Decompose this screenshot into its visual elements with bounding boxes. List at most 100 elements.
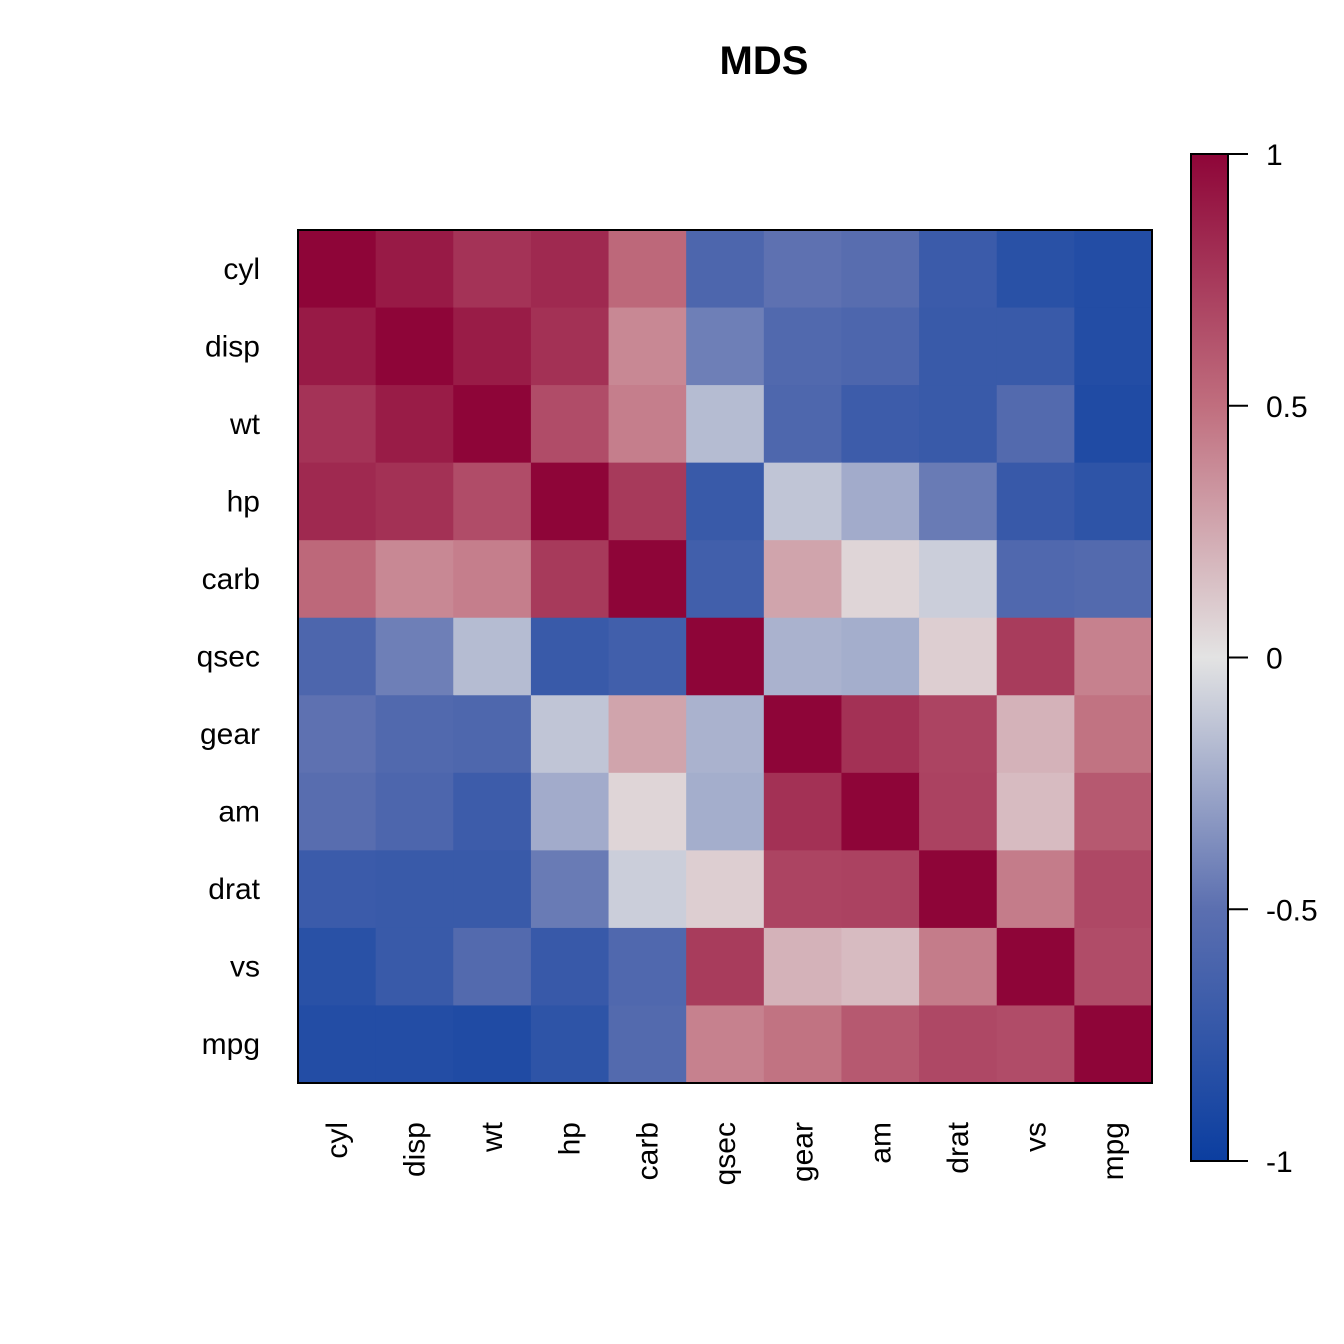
row-labels: cyl disp wt hp carb qsec gear am drat vs mpg: [197, 253, 261, 1061]
column-label-vs: vs: [1020, 1122, 1053, 1152]
heatmap-cell-cyl-am: [841, 230, 920, 309]
heatmap-cell-cyl-cyl: [298, 230, 377, 309]
row-label-gear: gear: [200, 718, 260, 751]
heatmap-cell-vs-cyl: [298, 927, 377, 1007]
heatmap-cell-am-gear: [763, 772, 843, 851]
column-label-am: am: [864, 1122, 897, 1164]
heatmap-cell-carb-gear: [763, 540, 843, 619]
heatmap-cell-mpg-carb: [608, 1005, 687, 1084]
column-label-qsec: qsec: [709, 1122, 742, 1185]
heatmap-cell-am-drat: [919, 772, 998, 851]
heatmap-cell-drat-cyl: [298, 850, 377, 929]
row-label-am: am: [218, 796, 260, 829]
heatmap-cell-vs-gear: [763, 927, 843, 1007]
heatmap-cell-am-carb: [608, 772, 687, 851]
heatmap-cell-disp-vs: [996, 307, 1075, 386]
heatmap-cell-vs-qsec: [686, 927, 765, 1007]
heatmap-cell-cyl-qsec: [686, 230, 765, 309]
heatmap-cell-hp-qsec: [686, 462, 765, 541]
legend-tick-label: 0: [1266, 643, 1283, 676]
heatmap-cell-carb-qsec: [686, 540, 765, 619]
heatmap-cell-mpg-vs: [996, 1005, 1075, 1084]
legend-tick-label: -0.5: [1266, 894, 1318, 927]
row-label-drat: drat: [208, 873, 260, 906]
heatmap-cell-am-disp: [375, 772, 454, 851]
heatmap-cell-wt-am: [841, 385, 920, 464]
heatmap-cell-qsec-hp: [530, 617, 610, 696]
heatmap-cell-carb-hp: [530, 540, 610, 619]
heatmap-cell-cyl-gear: [763, 230, 843, 309]
heatmap-cell-mpg-mpg: [1074, 1005, 1153, 1084]
heatmap-cell-wt-drat: [919, 385, 998, 464]
color-legend-bar: [1190, 153, 1229, 1162]
heatmap-cell-vs-am: [841, 927, 920, 1007]
column-label-drat: drat: [942, 1121, 975, 1173]
color-legend-ticks: 1 0.5 0 -0.5 -1: [1228, 139, 1318, 1179]
heatmap-cell-cyl-vs: [996, 230, 1075, 309]
heatmap-cell-hp-wt: [453, 462, 532, 541]
heatmap-cell-mpg-drat: [919, 1005, 998, 1084]
heatmap-cell-am-mpg: [1074, 772, 1153, 851]
heatmap-cell-disp-hp: [530, 307, 610, 386]
heatmap-cell-hp-hp: [530, 462, 610, 541]
heatmap-cell-cyl-carb: [608, 230, 687, 309]
heatmap-cell-cyl-hp: [530, 230, 610, 309]
heatmap-cell-vs-disp: [375, 927, 454, 1007]
heatmap-cell-am-wt: [453, 772, 532, 851]
heatmap-cell-vs-vs: [996, 927, 1075, 1007]
row-label-qsec: qsec: [197, 641, 260, 674]
heatmap-cell-am-cyl: [298, 772, 377, 851]
row-label-mpg: mpg: [202, 1028, 260, 1061]
heatmap-cell-carb-wt: [453, 540, 532, 619]
heatmap-cell-qsec-cyl: [298, 617, 377, 696]
heatmap-cell-carb-carb: [608, 540, 687, 619]
heatmap-cell-hp-carb: [608, 462, 687, 541]
heatmap-cell-disp-cyl: [298, 307, 377, 386]
heatmap-cell-am-qsec: [686, 772, 765, 851]
heatmap-cell-carb-mpg: [1074, 540, 1153, 619]
heatmap-cell-disp-qsec: [686, 307, 765, 386]
column-label-mpg: mpg: [1097, 1122, 1130, 1180]
heatmap-cell-drat-mpg: [1074, 850, 1153, 929]
heatmap-cell-gear-vs: [996, 695, 1075, 774]
heatmap-cell-drat-carb: [608, 850, 687, 929]
heatmap-cell-wt-qsec: [686, 385, 765, 464]
heatmap-cell-hp-disp: [375, 462, 454, 541]
plot-border: [297, 229, 1153, 1084]
heatmap-cell-drat-gear: [763, 850, 843, 929]
heatmap-cell-wt-cyl: [298, 385, 377, 464]
heatmap-cell-wt-vs: [996, 385, 1075, 464]
legend-tick-label: 0.5: [1266, 391, 1308, 424]
column-label-wt: wt: [476, 1121, 509, 1153]
heatmap-cell-carb-cyl: [298, 540, 377, 619]
heatmap-cell-carb-am: [841, 540, 920, 619]
row-label-vs: vs: [230, 951, 260, 984]
heatmap-cells: [298, 230, 1153, 1084]
heatmap-cell-disp-disp: [375, 307, 454, 386]
heatmap-cell-drat-disp: [375, 850, 454, 929]
heatmap-cell-gear-gear: [763, 695, 843, 774]
heatmap-cell-vs-wt: [453, 927, 532, 1007]
heatmap-cell-cyl-mpg: [1074, 230, 1153, 309]
heatmap-cell-wt-mpg: [1074, 385, 1153, 464]
heatmap-cell-wt-wt: [453, 385, 532, 464]
heatmap-cell-drat-wt: [453, 850, 532, 929]
heatmap-cell-carb-disp: [375, 540, 454, 619]
legend-tick-label: -1: [1266, 1146, 1293, 1179]
heatmap-cell-vs-drat: [919, 927, 998, 1007]
heatmap-cell-gear-cyl: [298, 695, 377, 774]
heatmap-cell-vs-carb: [608, 927, 687, 1007]
heatmap-cell-disp-gear: [763, 307, 843, 386]
color-legend: 1 0.5 0 -0.5 -1: [1190, 139, 1318, 1179]
heatmap-cell-qsec-wt: [453, 617, 532, 696]
row-label-wt: wt: [229, 408, 261, 441]
heatmap-cell-cyl-wt: [453, 230, 532, 309]
heatmap-cell-wt-gear: [763, 385, 843, 464]
heatmap-cell-qsec-qsec: [686, 617, 765, 696]
heatmap-cell-vs-hp: [530, 927, 610, 1007]
column-label-cyl: cyl: [321, 1122, 354, 1159]
heatmap-cell-hp-cyl: [298, 462, 377, 541]
heatmap-cell-hp-mpg: [1074, 462, 1153, 541]
heatmap-cell-qsec-carb: [608, 617, 687, 696]
